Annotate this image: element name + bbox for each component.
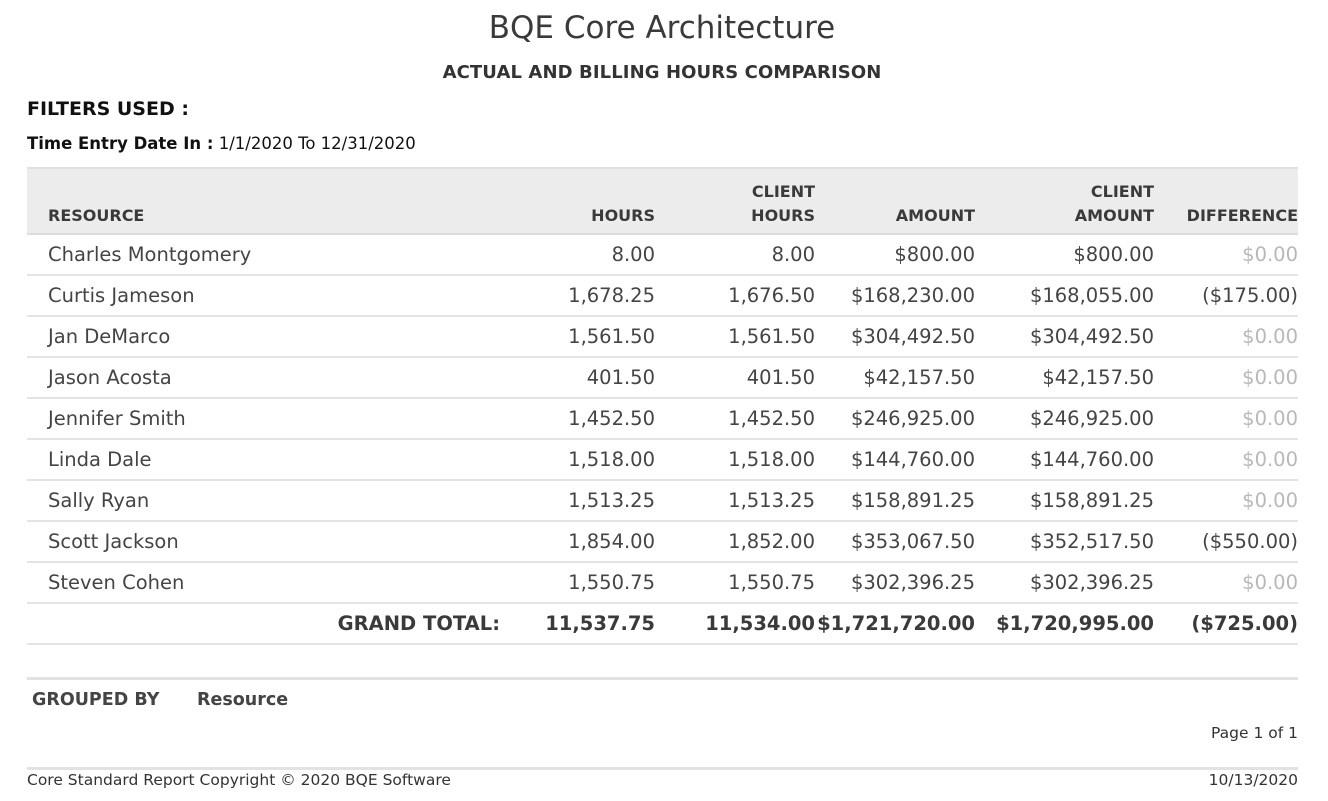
header-client-amount[interactable]: CLIENT AMOUNT [975,167,1154,235]
cell-client-hours: 1,676.50 [655,275,815,317]
cell-client-hours: 401.50 [655,357,815,399]
cell-difference: $0.00 [1154,398,1298,440]
cell-client-hours: 1,561.50 [655,316,815,358]
header-amount[interactable]: AMOUNT [815,167,975,235]
cell-resource: Curtis Jameson [27,275,502,317]
grouped-by-label: GROUPED BY [32,690,160,710]
cell-client-hours: 1,852.00 [655,521,815,563]
total-difference: ($725.00) [1154,603,1298,645]
cell-client-amount: $158,891.25 [975,480,1154,522]
table-row: Jan DeMarco 1,561.50 1,561.50 $304,492.5… [27,316,1298,358]
cell-client-amount: $352,517.50 [975,521,1154,563]
cell-client-amount: $304,492.50 [975,316,1154,358]
cell-client-amount: $144,760.00 [975,439,1154,481]
cell-hours: 1,854.00 [502,521,655,563]
cell-hours: 1,561.50 [502,316,655,358]
cell-resource: Scott Jackson [27,521,502,563]
filter-value: 1/1/2020 To 12/31/2020 [218,134,416,153]
grand-total-row: GRAND TOTAL: 11,537.75 11,534.00 $1,721,… [27,603,1298,645]
cell-client-amount: $168,055.00 [975,275,1154,317]
grouped-divider [27,677,1298,680]
header-hours[interactable]: HOURS [502,167,655,235]
cell-hours: 401.50 [502,357,655,399]
report-title: BQE Core Architecture [488,10,836,46]
grand-total-label: GRAND TOTAL: [27,603,502,645]
table-row: Curtis Jameson 1,678.25 1,676.50 $168,23… [27,275,1298,317]
cell-hours: 1,678.25 [502,275,655,317]
cell-resource: Sally Ryan [27,480,502,522]
total-client-hours: 11,534.00 [655,603,815,645]
cell-resource: Steven Cohen [27,562,502,604]
total-amount: $1,721,720.00 [815,603,975,645]
cell-amount: $302,396.25 [815,562,975,604]
report-subtitle: ACTUAL AND BILLING HOURS COMPARISON [442,62,882,83]
cell-amount: $168,230.00 [815,275,975,317]
filters-heading: FILTERS USED : [27,98,189,120]
cell-client-amount: $42,157.50 [975,357,1154,399]
table-row: Jennifer Smith 1,452.50 1,452.50 $246,92… [27,398,1298,440]
cell-hours: 1,452.50 [502,398,655,440]
cell-difference: $0.00 [1154,357,1298,399]
filter-line: Time Entry Date In : 1/1/2020 To 12/31/2… [27,134,416,153]
cell-hours: 1,518.00 [502,439,655,481]
table-header-row: RESOURCE HOURS CLIENT HOURS AMOUNT CLIENT… [27,167,1298,235]
total-hours: 11,537.75 [502,603,655,645]
cell-resource: Jennifer Smith [27,398,502,440]
table-row: Charles Montgomery 8.00 8.00 $800.00 $80… [27,234,1298,276]
cell-client-hours: 1,452.50 [655,398,815,440]
cell-difference: $0.00 [1154,234,1298,276]
cell-difference: ($550.00) [1154,521,1298,563]
cell-client-hours: 1,513.25 [655,480,815,522]
cell-resource: Charles Montgomery [27,234,502,276]
cell-amount: $144,760.00 [815,439,975,481]
cell-amount: $246,925.00 [815,398,975,440]
cell-amount: $158,891.25 [815,480,975,522]
cell-difference: $0.00 [1154,480,1298,522]
cell-hours: 8.00 [502,234,655,276]
cell-amount: $304,492.50 [815,316,975,358]
table-row: Steven Cohen 1,550.75 1,550.75 $302,396.… [27,562,1298,604]
table-row: Scott Jackson 1,854.00 1,852.00 $353,067… [27,521,1298,563]
cell-amount: $42,157.50 [815,357,975,399]
total-client-amount: $1,720,995.00 [975,603,1154,645]
table-row: Sally Ryan 1,513.25 1,513.25 $158,891.25… [27,480,1298,522]
cell-amount: $353,067.50 [815,521,975,563]
cell-client-hours: 1,550.75 [655,562,815,604]
header-difference[interactable]: DIFFERENCE [1154,167,1298,235]
cell-client-hours: 8.00 [655,234,815,276]
filter-label: Time Entry Date In : [27,134,214,153]
header-client-hours[interactable]: CLIENT HOURS [655,167,815,235]
page-number: Page 1 of 1 [1211,724,1298,742]
grouped-by-value: Resource [197,690,289,710]
cell-client-amount: $800.00 [975,234,1154,276]
header-resource[interactable]: RESOURCE [27,167,502,235]
cell-client-amount: $302,396.25 [975,562,1154,604]
table-row: Linda Dale 1,518.00 1,518.00 $144,760.00… [27,439,1298,481]
cell-resource: Jason Acosta [27,357,502,399]
cell-difference: $0.00 [1154,439,1298,481]
cell-amount: $800.00 [815,234,975,276]
table-row: Jason Acosta 401.50 401.50 $42,157.50 $4… [27,357,1298,399]
cell-client-amount: $246,925.00 [975,398,1154,440]
cell-hours: 1,513.25 [502,480,655,522]
footer-date: 10/13/2020 [1208,771,1298,789]
cell-difference: $0.00 [1154,562,1298,604]
cell-resource: Jan DeMarco [27,316,502,358]
cell-difference: ($175.00) [1154,275,1298,317]
report-table: RESOURCE HOURS CLIENT HOURS AMOUNT CLIENT… [27,167,1298,645]
footer-divider [27,767,1298,770]
cell-resource: Linda Dale [27,439,502,481]
footer-copyright: Core Standard Report Copyright © 2020 BQ… [27,771,451,789]
cell-client-hours: 1,518.00 [655,439,815,481]
cell-hours: 1,550.75 [502,562,655,604]
cell-difference: $0.00 [1154,316,1298,358]
